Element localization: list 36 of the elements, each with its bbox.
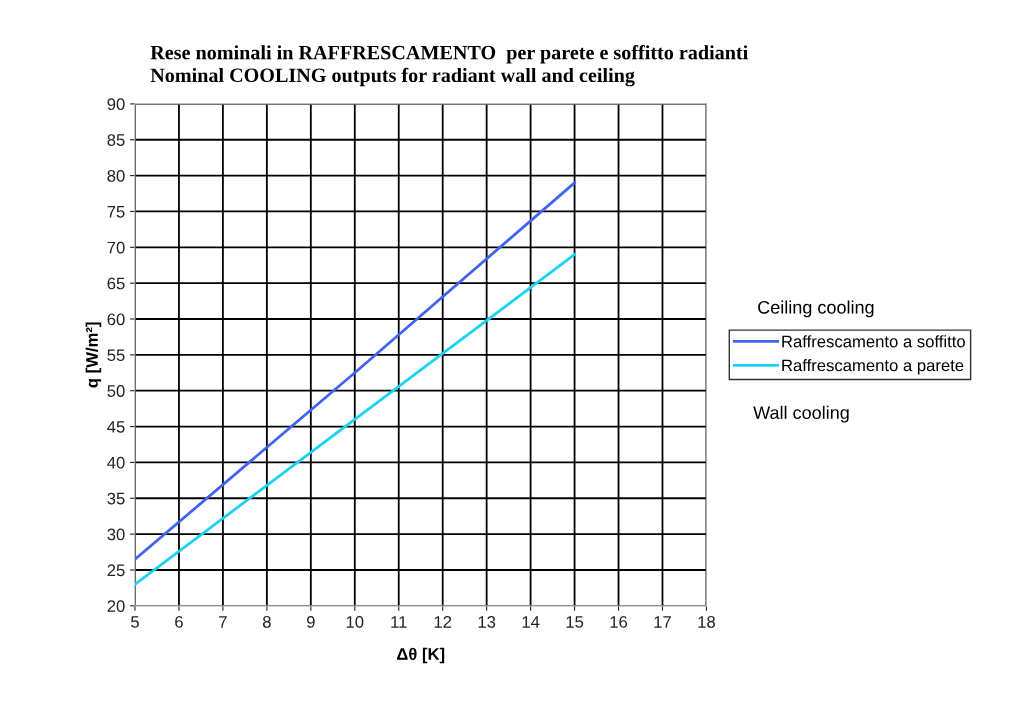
x-tick-label: 16 <box>610 615 628 628</box>
x-tick-label: 15 <box>566 616 584 628</box>
y-tick-label: 25 <box>107 564 125 577</box>
legend-label: Raffrescamento a soffitto <box>782 335 965 348</box>
x-axis-title: Δθ [K] <box>397 647 445 664</box>
y-tick-label: 50 <box>107 385 125 397</box>
x-tick-label: 11 <box>391 616 407 628</box>
y-tick-label: 35 <box>107 492 125 505</box>
x-tick-label: 7 <box>219 616 227 628</box>
text: Wall cooling <box>753 405 849 423</box>
legend-label: Raffrescamento a parete <box>782 359 964 375</box>
y-tick-label: 30 <box>107 528 125 541</box>
y-tick-label: 75 <box>107 206 125 218</box>
x-tick-label: 13 <box>478 615 496 628</box>
y-axis-title: q [W/m²] <box>85 322 102 388</box>
x-tick-label: 18 <box>698 615 715 628</box>
y-tick-label: 85 <box>107 134 125 146</box>
y-tick-label: 65 <box>107 277 125 290</box>
text: Ceiling cooling <box>758 300 874 318</box>
x-tick-label: 6 <box>175 615 183 628</box>
x-tick-label: 5 <box>131 616 139 628</box>
y-tick-label: 40 <box>107 456 125 469</box>
x-tick-label: 9 <box>306 615 315 628</box>
y-tick-label: 70 <box>107 241 125 254</box>
x-tick-label: 10 <box>346 615 364 628</box>
y-tick-label: 90 <box>107 98 125 111</box>
x-tick-label: 17 <box>654 616 671 628</box>
y-tick-label: 60 <box>107 313 125 326</box>
x-tick-label: 8 <box>262 615 271 628</box>
y-tick-label: 45 <box>107 421 125 433</box>
chart-title: Rese nominali in RAFFRESCAMENTO per parete e soffitto radianti Nominal COOLING outputs for radiant wall and ceiling <box>150 45 748 87</box>
y-tick-label: 80 <box>107 170 125 182</box>
x-tick-label: 14 <box>522 616 540 628</box>
x-tick-label: 12 <box>434 615 452 628</box>
y-tick-label: 55 <box>107 349 125 362</box>
y-tick-label: 20 <box>107 600 125 613</box>
